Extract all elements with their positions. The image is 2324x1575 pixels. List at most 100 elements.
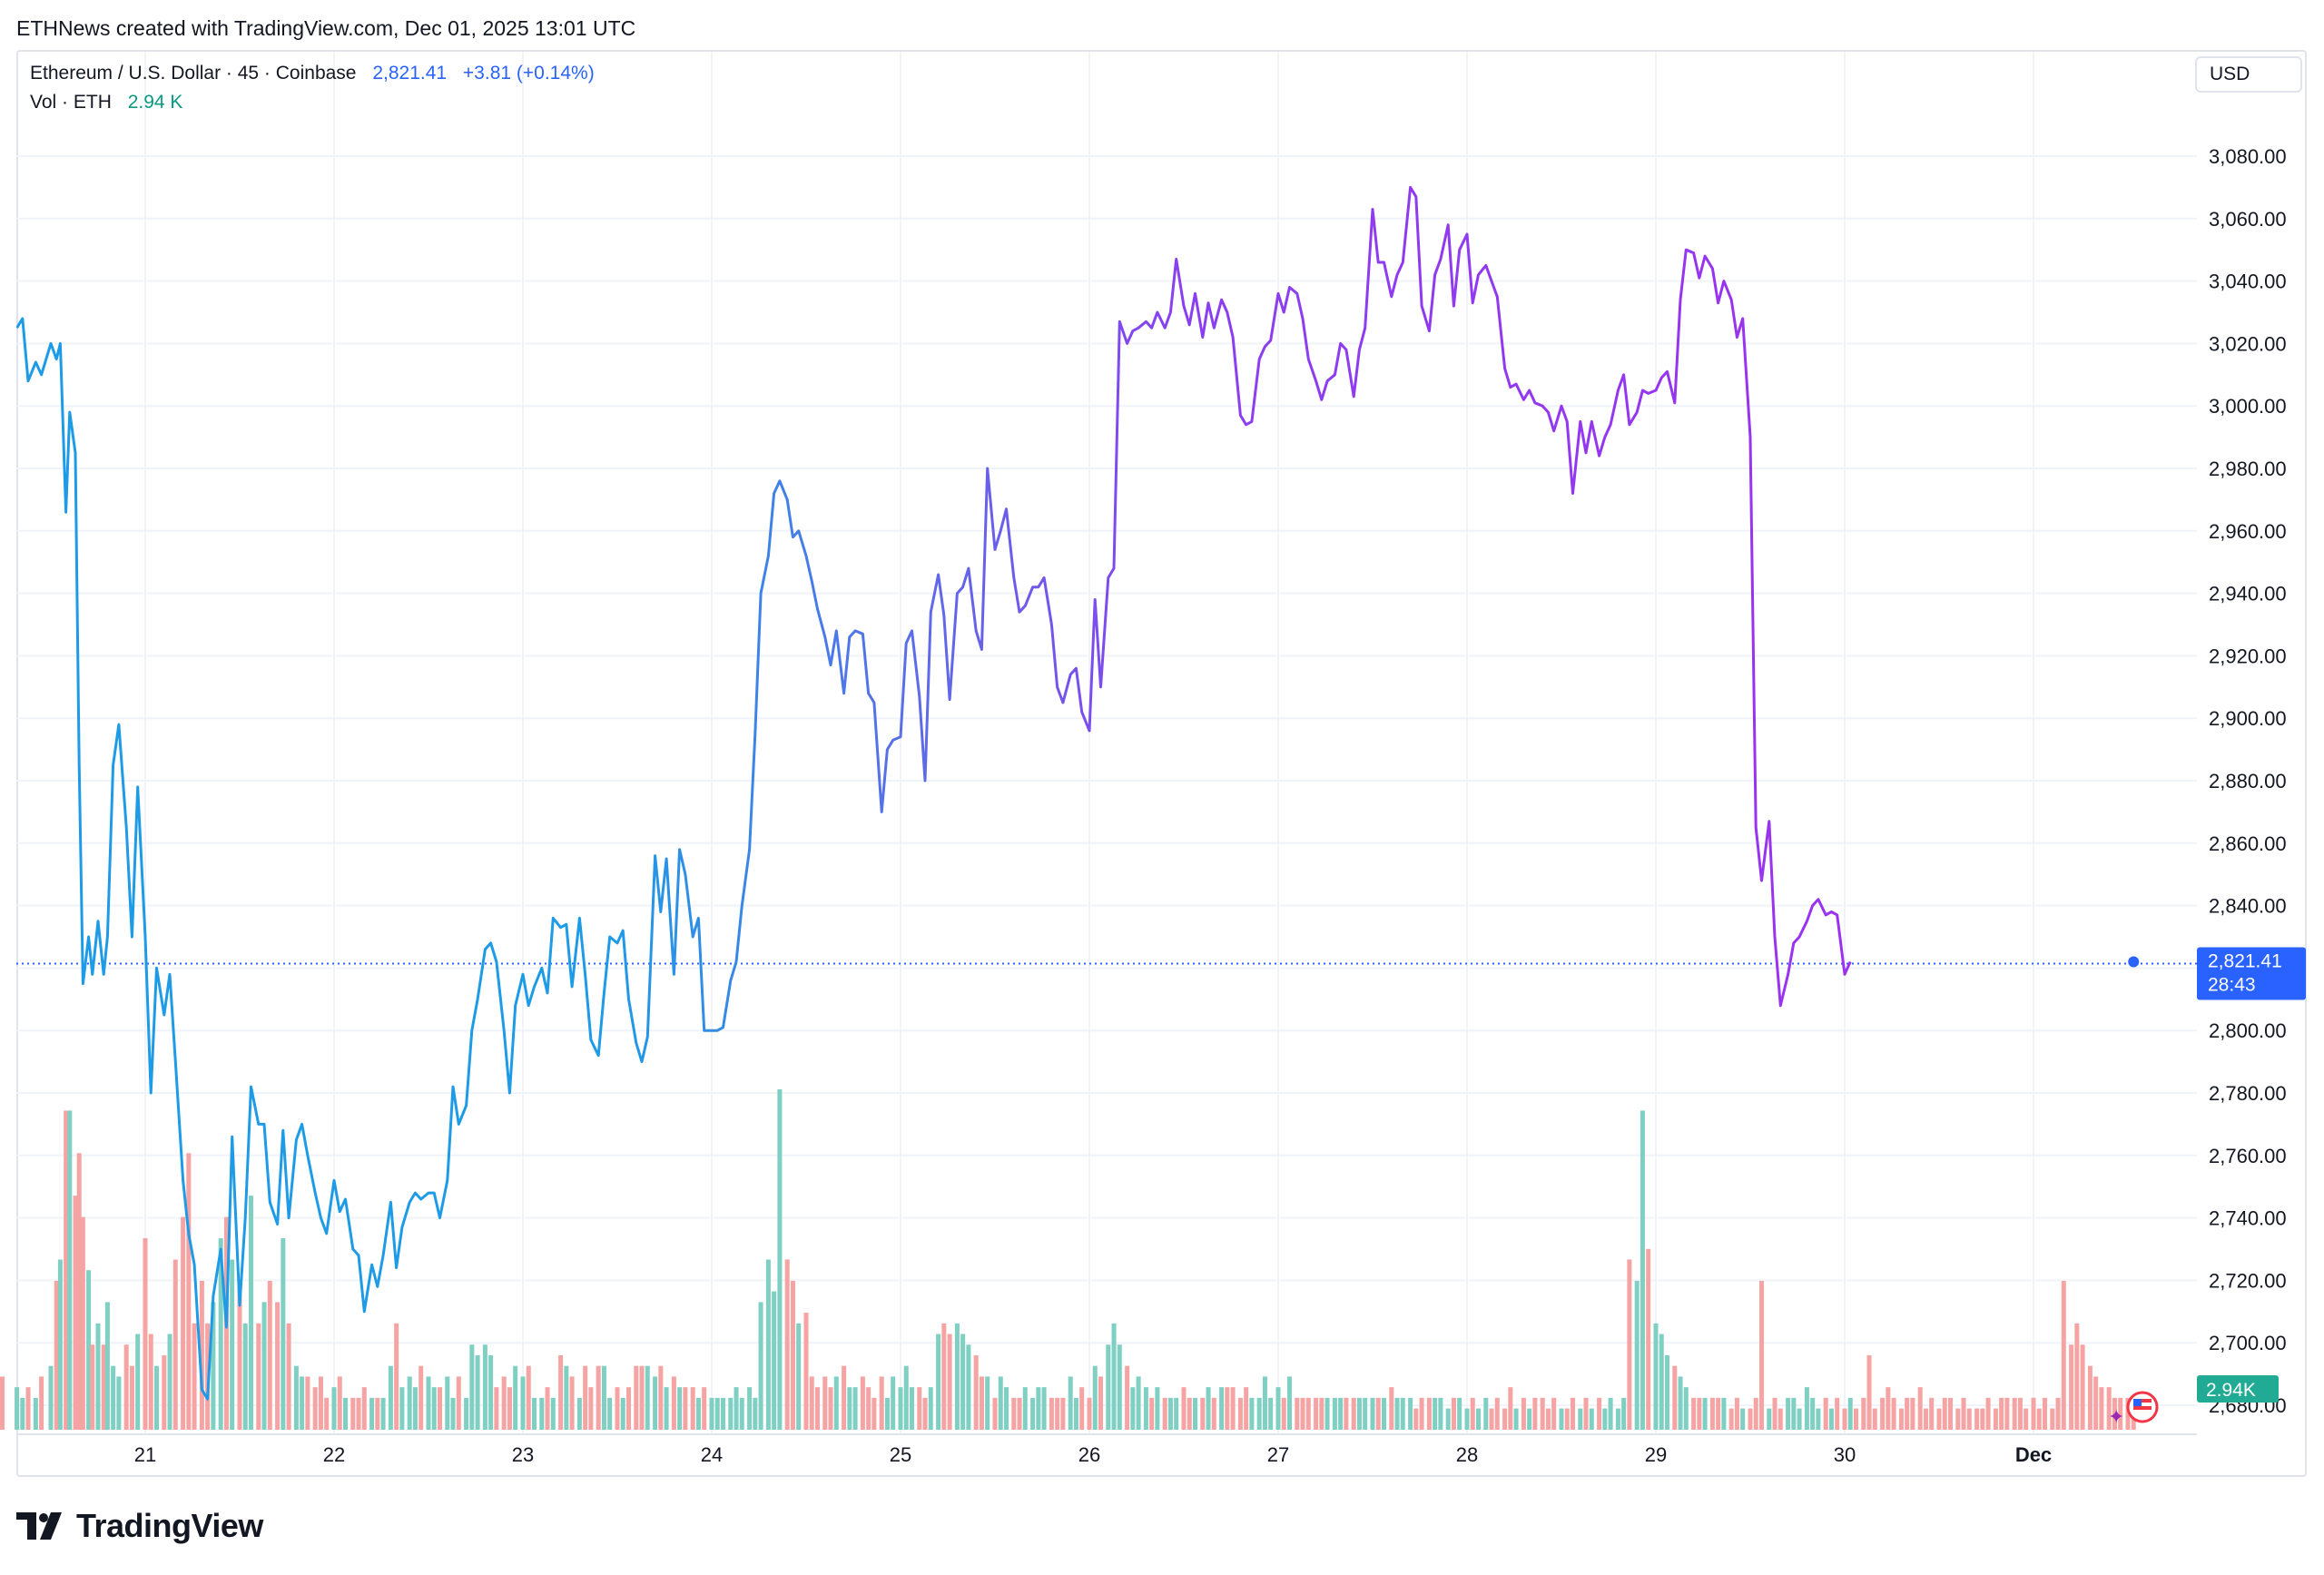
volume-bar: [1408, 1398, 1413, 1430]
volume-bar: [1276, 1387, 1281, 1430]
y-tick-label: 2,980.00: [2209, 458, 2287, 480]
volume-bar: [494, 1387, 498, 1430]
volume-bar: [338, 1376, 342, 1430]
volume-bar: [192, 1324, 197, 1430]
x-tick-label: 27: [1267, 1443, 1289, 1466]
volume-bar: [1748, 1409, 1753, 1430]
volume-bar: [1206, 1387, 1211, 1430]
volume-bar: [362, 1387, 367, 1430]
volume-bar: [1521, 1398, 1526, 1430]
volume-bar: [262, 1302, 267, 1430]
volume-bar: [853, 1387, 858, 1430]
volume-bar: [861, 1376, 865, 1430]
volume-bar: [1049, 1398, 1054, 1430]
volume-bar: [1910, 1398, 1915, 1430]
volume-bar: [1786, 1398, 1790, 1430]
volume-bar: [1824, 1398, 1828, 1430]
volume-bar: [815, 1387, 820, 1430]
volume-bar: [135, 1334, 140, 1430]
volume-bar: [1948, 1398, 1953, 1430]
y-tick-label: 2,940.00: [2209, 583, 2287, 605]
volume-bar: [1829, 1409, 1834, 1430]
volume-bar: [2056, 1398, 2061, 1430]
volume-bar: [451, 1398, 456, 1430]
volume-bar: [960, 1334, 965, 1430]
volume-bar: [381, 1398, 386, 1430]
volume-label[interactable]: Vol · ETH: [30, 92, 112, 113]
y-tick-label: 3,080.00: [2209, 145, 2287, 168]
volume-bar: [483, 1344, 487, 1430]
y-tick-label: 2,960.00: [2209, 520, 2287, 543]
volume-bar: [1438, 1398, 1443, 1430]
volume-bar: [1773, 1398, 1777, 1430]
y-tick-label: 3,020.00: [2209, 332, 2287, 355]
y-tick-label: 3,040.00: [2209, 271, 2287, 293]
volume-bar: [1446, 1409, 1451, 1430]
volume-bar: [81, 1217, 85, 1430]
volume-bar: [1268, 1398, 1273, 1430]
volume-bar: [1679, 1376, 1683, 1430]
volume-bar: [583, 1366, 587, 1430]
volume-bar: [596, 1366, 601, 1430]
volume-bar: [1892, 1398, 1896, 1430]
volume-bar: [1716, 1398, 1720, 1430]
volume-bar: [1287, 1376, 1292, 1430]
volume-bar: [1616, 1409, 1620, 1430]
symbol-title[interactable]: Ethereum / U.S. Dollar · 45 · Coinbase: [30, 63, 356, 84]
volume-bar: [438, 1387, 442, 1430]
volume-bar: [1848, 1398, 1853, 1430]
volume-bar: [464, 1398, 468, 1430]
volume-bar: [1816, 1409, 1820, 1430]
volume-bar: [1042, 1387, 1047, 1430]
volume-bar: [432, 1387, 437, 1430]
volume-bar: [1646, 1249, 1650, 1430]
volume-bar: [980, 1376, 984, 1430]
volume-bar: [34, 1398, 38, 1430]
currency-button[interactable]: USD: [2195, 56, 2302, 93]
volume-bar: [389, 1366, 393, 1430]
volume-bar: [710, 1398, 714, 1430]
volume-bar: [1602, 1409, 1607, 1430]
last-price-dot: [2128, 957, 2139, 968]
volume-bar: [1999, 1398, 2004, 1430]
volume-bar: [1778, 1409, 1783, 1430]
volume-bar: [1282, 1398, 1286, 1430]
volume-bar: [640, 1366, 645, 1430]
volume-bar: [1093, 1366, 1098, 1430]
volume-bar: [791, 1281, 795, 1430]
volume-bar: [532, 1398, 537, 1430]
volume-bar: [1174, 1398, 1178, 1430]
volume-bar: [1805, 1387, 1809, 1430]
volume-bar: [1584, 1398, 1589, 1430]
volume-bar: [96, 1324, 101, 1430]
volume-bar: [866, 1387, 871, 1430]
volume-bar: [1357, 1398, 1362, 1430]
volume-bar: [1471, 1398, 1475, 1430]
volume-bar: [268, 1281, 272, 1430]
volume-bar: [1433, 1398, 1437, 1430]
volume-bar: [715, 1398, 720, 1430]
volume-bar: [1490, 1409, 1494, 1430]
volume-bar: [607, 1398, 612, 1430]
volume-bar: [1759, 1281, 1764, 1430]
volume-bar: [1508, 1387, 1512, 1430]
x-tick-label: 25: [890, 1443, 911, 1466]
volume-bar: [1962, 1398, 1966, 1430]
volume-bar: [672, 1376, 676, 1430]
volume-bar: [1149, 1398, 1154, 1430]
volume-bar: [1004, 1387, 1009, 1430]
y-tick-label: 2,920.00: [2209, 645, 2287, 667]
volume-bar: [1565, 1409, 1570, 1430]
volume-bar: [476, 1355, 480, 1430]
volume-bar: [375, 1398, 379, 1430]
x-axis: 21 22 23 24 25 26 27 28 29 30 Dec: [134, 1443, 2052, 1466]
volume-bar: [1395, 1398, 1400, 1430]
volume-bar: [319, 1376, 323, 1430]
volume-bar: [324, 1398, 329, 1430]
volume-bar: [2088, 1366, 2093, 1430]
volume-bar: [564, 1366, 568, 1430]
sparkle-icon: ✦: [2108, 1405, 2124, 1428]
volume-bar: [507, 1387, 512, 1430]
volume-bar: [941, 1324, 946, 1430]
